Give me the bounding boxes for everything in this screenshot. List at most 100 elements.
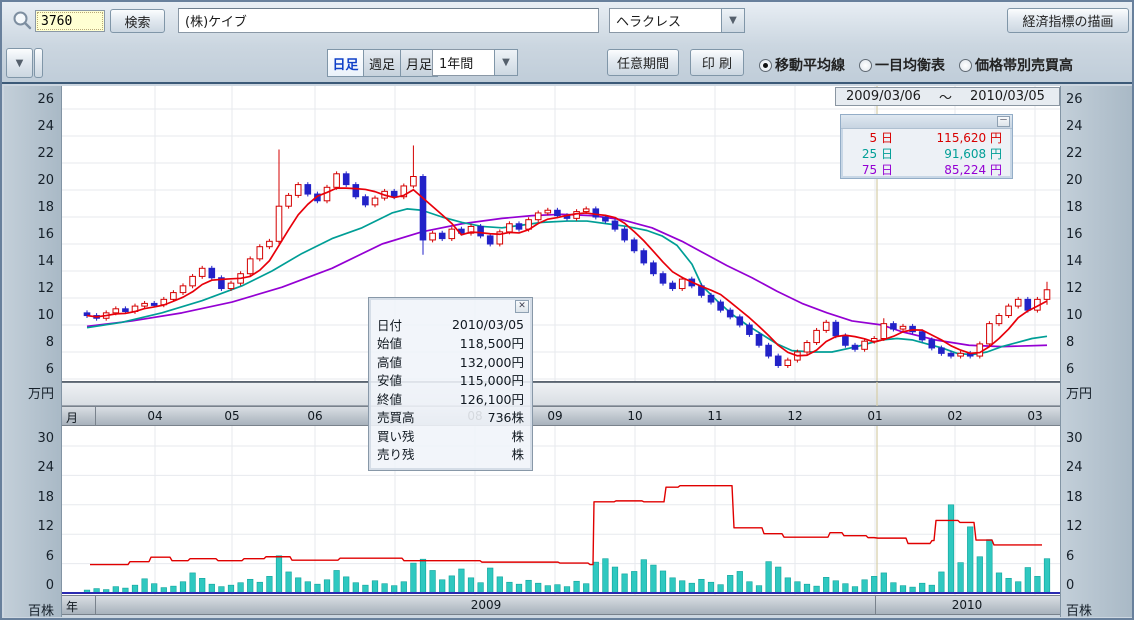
tooltip-row: 日付 2010/03/05 <box>369 315 532 334</box>
legend-row: 25 日 91,608 円 <box>841 145 1012 161</box>
month-tick-label: 05 <box>224 409 240 423</box>
price-tick-label: 8 <box>1066 335 1075 350</box>
indicator-radio-group: 移動平均線 一目均衡表 価格帯別売買高 <box>759 55 1073 75</box>
tab-週足[interactable]: 週足 <box>364 49 401 77</box>
radio-一目均衡表[interactable]: 一目均衡表 <box>859 55 945 75</box>
price-tick-label: 6 <box>1066 362 1075 377</box>
price-tick-label: 6 <box>45 362 54 377</box>
price-tick-label: 10 <box>1066 308 1083 323</box>
period-select-value: 1年間 <box>432 49 494 76</box>
volume-tick-label: 6 <box>1066 548 1075 564</box>
month-tick-label: 02 <box>947 409 963 423</box>
tooltip-row: 始値 118,500円 <box>369 334 532 353</box>
legend-ma-name: 5 日 <box>869 130 893 145</box>
tooltip-value: 736株 <box>487 410 524 426</box>
axis-strip-separator <box>95 595 96 615</box>
price-axis-left-strip <box>4 86 62 617</box>
market-select[interactable]: ヘラクレス ▼ <box>609 8 745 33</box>
legend-ma-value: 85,224 円 <box>944 162 1002 177</box>
print-button[interactable]: 印 刷 <box>690 49 744 76</box>
price-tick-label: 22 <box>37 146 54 161</box>
economic-indicator-button[interactable]: 経済指標の描画 <box>1007 8 1129 33</box>
year-axis-strip <box>62 595 1060 615</box>
volume-tick-label: 0 <box>45 578 54 593</box>
month-axis-strip <box>62 406 1060 426</box>
radio-label: 一目均衡表 <box>875 58 945 74</box>
tooltip-row: 安値 115,000円 <box>369 371 532 390</box>
tab-月足[interactable]: 月足 <box>401 49 438 77</box>
tooltip-label: 売買高 <box>377 410 415 426</box>
volume-tick-label: 12 <box>37 519 54 535</box>
price-tick-label: 12 <box>37 281 54 296</box>
stock-name-field[interactable]: (株)ケイブ <box>178 8 599 33</box>
month-tick-label: 01 <box>867 409 883 423</box>
tooltip-label: 安値 <box>377 373 403 389</box>
radio-circle-icon[interactable] <box>859 58 872 72</box>
price-tick-label: 10 <box>37 308 54 323</box>
radio-circle-icon[interactable] <box>959 58 972 72</box>
legend-ma-value: 115,620 円 <box>936 130 1002 145</box>
tooltip-row: 売り残 株 <box>369 445 532 464</box>
tooltip-row: 終値 126,100円 <box>369 389 532 408</box>
ma-legend-header: － <box>841 115 1012 129</box>
minimize-icon[interactable]: － <box>997 116 1010 127</box>
legend-ma-value: 91,608 円 <box>944 146 1002 161</box>
month-tick-label: 12 <box>787 409 803 423</box>
period-select[interactable]: 1年間 ▼ <box>432 49 518 76</box>
price-tick-label: 24 <box>37 119 54 134</box>
price-tick-label: 26 <box>1066 92 1083 107</box>
price-tick-label: 22 <box>1066 146 1083 161</box>
radio-label: 価格帯別売買高 <box>975 58 1073 74</box>
radio-価格帯別売買高[interactable]: 価格帯別売買高 <box>959 55 1073 75</box>
price-tick-label: 18 <box>1066 200 1083 215</box>
axis-strip-separator <box>95 406 96 426</box>
pane-splitter-band[interactable] <box>62 382 1060 406</box>
tooltip-value: 2010/03/05 <box>451 316 524 332</box>
price-tick-label: 12 <box>1066 281 1083 296</box>
price-tick-label: 8 <box>45 335 54 350</box>
search-icon <box>13 11 32 30</box>
month-tick-label: 04 <box>147 409 163 423</box>
panel-collapse-arrow-button[interactable]: ▼ <box>6 48 33 78</box>
radio-移動平均線[interactable]: 移動平均線 <box>759 55 845 75</box>
timeframe-tabs: 日足 週足 月足 <box>327 49 438 77</box>
tooltip-row: 買い残 株 <box>369 426 532 445</box>
price-tick-label: 14 <box>1066 254 1083 269</box>
price-tick-label: 18 <box>37 200 54 215</box>
price-tick-label: 16 <box>1066 227 1083 242</box>
date-range-to: 2010/03/05 <box>969 89 1045 104</box>
price-tick-label: 14 <box>37 254 54 269</box>
price-axis-right-strip <box>1060 86 1132 617</box>
price-tick-label: 20 <box>37 173 54 188</box>
legend-row: 75 日 85,224 円 <box>841 161 1012 177</box>
volume-chart-pane[interactable] <box>62 426 1060 595</box>
volume-unit-label: 百株 <box>27 604 54 619</box>
legend-ma-name: 75 日 <box>861 162 893 177</box>
custom-period-button[interactable]: 任意期間 <box>607 49 679 76</box>
stock-code-input[interactable] <box>35 10 105 32</box>
tooltip-label: 日付 <box>377 317 403 333</box>
close-icon[interactable]: ✕ <box>515 300 529 313</box>
tooltip-label: 買い残 <box>377 428 415 444</box>
tooltip-value: 126,100円 <box>459 391 524 407</box>
ma-legend-box: － 5 日 115,620 円 25 日 91,608 円 75 日 85,224 円 <box>840 114 1013 179</box>
date-range-from: 2009/03/06 <box>846 89 921 104</box>
legend-ma-name: 25 日 <box>861 146 893 161</box>
period-select-arrow-icon[interactable]: ▼ <box>494 49 518 76</box>
legend-row: 5 日 115,620 円 <box>841 129 1012 145</box>
date-range-separator: ～ <box>938 91 952 106</box>
market-select-arrow-icon[interactable]: ▼ <box>721 8 745 33</box>
tooltip-value: 株 <box>511 447 524 463</box>
volume-tick-label: 30 <box>37 431 54 446</box>
panel-splitter-handle[interactable] <box>34 48 43 78</box>
tab-日足[interactable]: 日足 <box>327 49 364 77</box>
price-unit-label: 万円 <box>1066 387 1093 402</box>
search-button[interactable]: 検索 <box>110 9 165 33</box>
radio-label: 移動平均線 <box>775 58 845 74</box>
radio-circle-icon[interactable] <box>759 58 772 72</box>
tooltip-label: 高値 <box>377 354 403 370</box>
tooltip-value: 132,000円 <box>459 354 524 370</box>
